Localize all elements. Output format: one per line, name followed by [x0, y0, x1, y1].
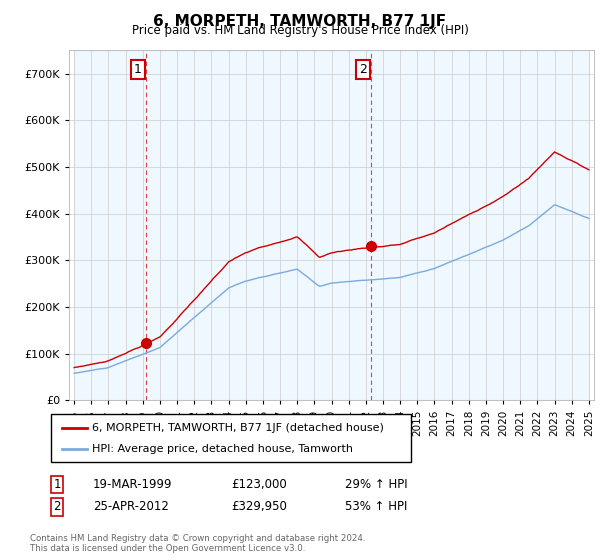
Text: 6, MORPETH, TAMWORTH, B77 1JF: 6, MORPETH, TAMWORTH, B77 1JF: [154, 14, 446, 29]
FancyBboxPatch shape: [51, 414, 411, 462]
Text: £123,000: £123,000: [231, 478, 287, 491]
Text: HPI: Average price, detached house, Tamworth: HPI: Average price, detached house, Tamw…: [92, 444, 353, 454]
Text: 25-APR-2012: 25-APR-2012: [93, 500, 169, 514]
Text: 1: 1: [53, 478, 61, 491]
Text: Price paid vs. HM Land Registry's House Price Index (HPI): Price paid vs. HM Land Registry's House …: [131, 24, 469, 36]
Text: Contains HM Land Registry data © Crown copyright and database right 2024.
This d: Contains HM Land Registry data © Crown c…: [30, 534, 365, 553]
Text: 2: 2: [53, 500, 61, 514]
Text: 6, MORPETH, TAMWORTH, B77 1JF (detached house): 6, MORPETH, TAMWORTH, B77 1JF (detached …: [92, 423, 384, 433]
Text: 29% ↑ HPI: 29% ↑ HPI: [345, 478, 407, 491]
Text: 1: 1: [134, 63, 142, 76]
Text: 19-MAR-1999: 19-MAR-1999: [93, 478, 173, 491]
Text: £329,950: £329,950: [231, 500, 287, 514]
Text: 2: 2: [359, 63, 367, 76]
Text: 53% ↑ HPI: 53% ↑ HPI: [345, 500, 407, 514]
